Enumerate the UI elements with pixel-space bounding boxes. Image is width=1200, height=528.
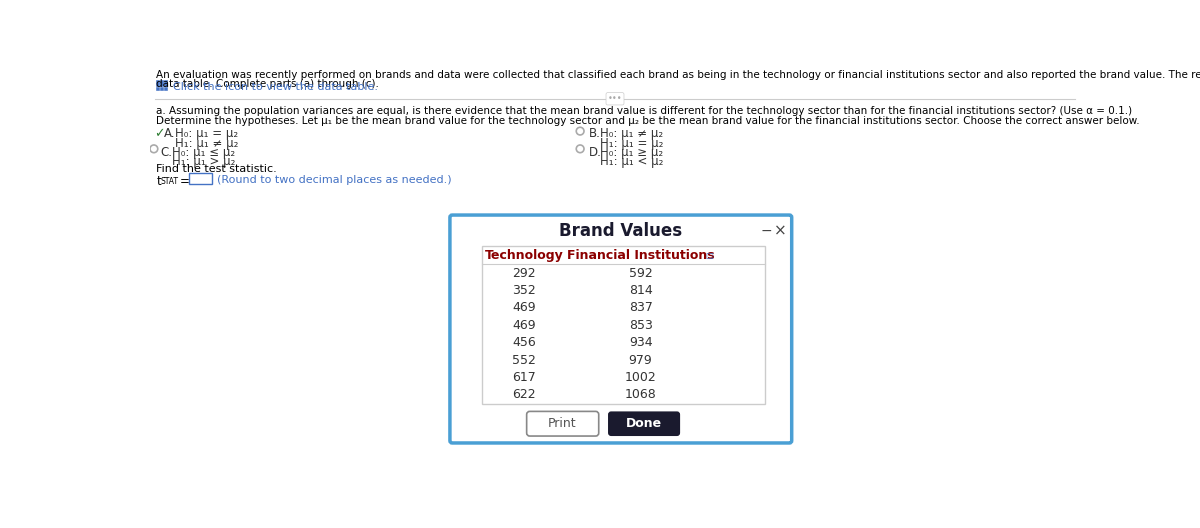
FancyBboxPatch shape — [527, 411, 599, 436]
Text: Click the icon to view the data table.: Click the icon to view the data table. — [173, 82, 378, 92]
FancyBboxPatch shape — [608, 411, 680, 436]
Bar — [164, 83, 167, 87]
Text: 1002: 1002 — [625, 371, 656, 384]
Text: −: − — [761, 224, 772, 238]
Text: •••: ••• — [607, 95, 623, 103]
Text: 837: 837 — [629, 301, 653, 314]
Text: Technology: Technology — [485, 249, 564, 262]
Text: H₀: μ₁ ≥ μ₂: H₀: μ₁ ≥ μ₂ — [600, 146, 662, 159]
Bar — [156, 83, 160, 87]
Text: An evaluation was recently performed on brands and data were collected that clas: An evaluation was recently performed on … — [156, 70, 1200, 80]
Text: Determine the hypotheses. Let μ₁ be the mean brand value for the technology sect: Determine the hypotheses. Let μ₁ be the … — [156, 116, 1140, 126]
Text: ×: × — [774, 224, 786, 239]
Text: H₁: μ₁ = μ₂: H₁: μ₁ = μ₂ — [600, 137, 662, 150]
Bar — [160, 87, 163, 90]
Text: 469: 469 — [512, 301, 536, 314]
Text: H₁: μ₁ < μ₂: H₁: μ₁ < μ₂ — [600, 155, 662, 168]
Text: Print: Print — [548, 417, 577, 430]
Bar — [160, 83, 163, 87]
Text: B.: B. — [589, 127, 600, 140]
Text: 934: 934 — [629, 336, 653, 349]
Text: 1068: 1068 — [625, 389, 656, 401]
Text: a. Assuming the population variances are equal, is there evidence that the mean : a. Assuming the population variances are… — [156, 107, 1133, 117]
Text: H₀: μ₁ ≤ μ₂: H₀: μ₁ ≤ μ₂ — [172, 146, 235, 159]
Text: C.: C. — [161, 146, 173, 159]
Text: Brand Values: Brand Values — [559, 222, 683, 240]
Bar — [188, 174, 212, 184]
Bar — [156, 80, 160, 82]
Text: Financial Institutions: Financial Institutions — [566, 249, 714, 262]
Text: Done: Done — [625, 417, 661, 430]
Text: 617: 617 — [512, 371, 536, 384]
Text: (Round to two decimal places as needed.): (Round to two decimal places as needed.) — [217, 175, 451, 185]
Bar — [164, 87, 167, 90]
Text: 352: 352 — [512, 284, 536, 297]
Text: 979: 979 — [629, 354, 653, 366]
Text: 552: 552 — [512, 354, 536, 366]
Text: =: = — [180, 175, 190, 188]
Text: 622: 622 — [512, 389, 536, 401]
Text: 292: 292 — [512, 267, 536, 279]
Bar — [481, 246, 764, 404]
Text: H₁: μ₁ ≠ μ₂: H₁: μ₁ ≠ μ₂ — [175, 137, 238, 150]
FancyBboxPatch shape — [450, 215, 792, 443]
Bar — [156, 87, 160, 90]
Text: STAT: STAT — [161, 176, 179, 185]
Text: t: t — [156, 175, 161, 188]
Text: D.: D. — [589, 146, 601, 159]
Bar — [164, 80, 167, 82]
Text: □: □ — [704, 251, 713, 260]
Text: 456: 456 — [512, 336, 536, 349]
Text: 853: 853 — [629, 319, 653, 332]
Text: 814: 814 — [629, 284, 653, 297]
Bar — [160, 80, 163, 82]
Text: ✓: ✓ — [154, 127, 164, 140]
Text: data table. Complete parts (a) through (c).: data table. Complete parts (a) through (… — [156, 79, 379, 89]
Text: A.: A. — [164, 127, 175, 140]
Text: H₁: μ₁ > μ₂: H₁: μ₁ > μ₂ — [172, 155, 235, 168]
Text: 592: 592 — [629, 267, 653, 279]
Text: H₀: μ₁ ≠ μ₂: H₀: μ₁ ≠ μ₂ — [600, 127, 662, 140]
Text: H₀: μ₁ = μ₂: H₀: μ₁ = μ₂ — [175, 127, 238, 140]
Text: 469: 469 — [512, 319, 536, 332]
Text: Find the test statistic.: Find the test statistic. — [156, 164, 277, 174]
